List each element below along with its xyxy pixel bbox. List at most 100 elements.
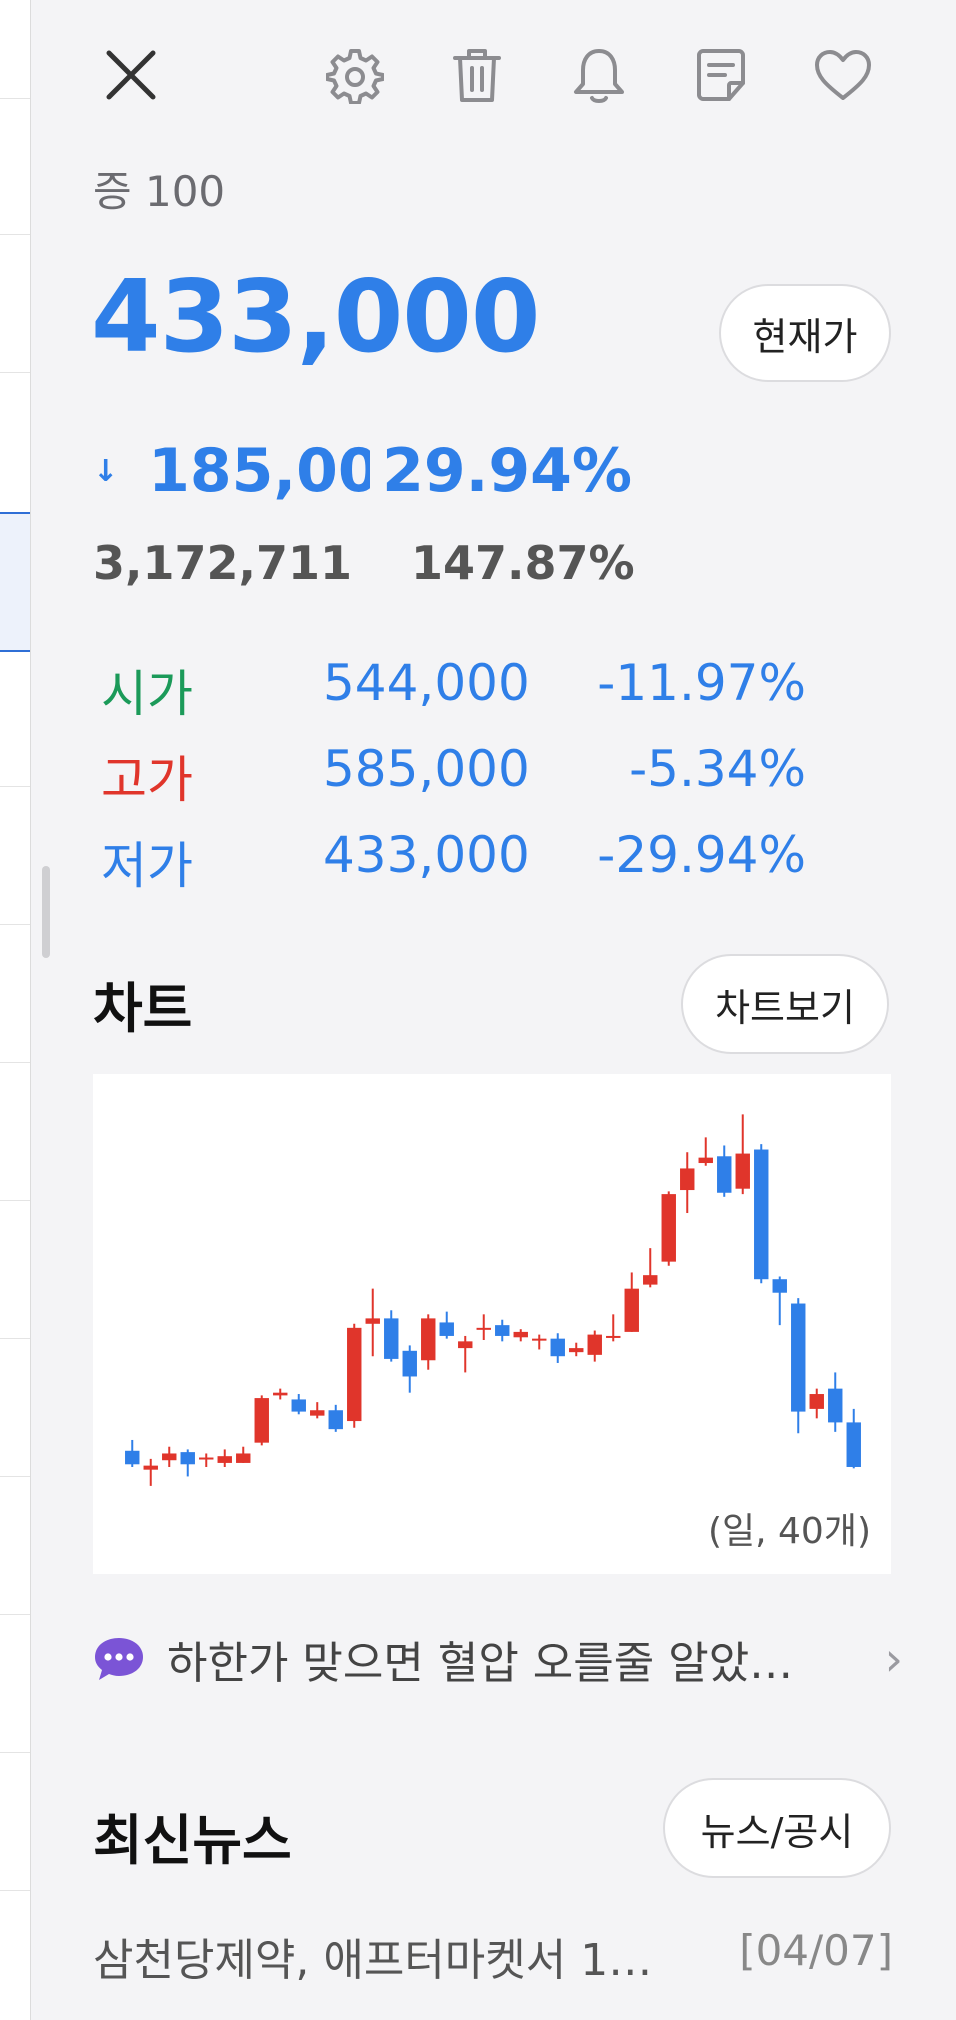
candle xyxy=(735,1114,750,1195)
high-percent: -5.34% xyxy=(629,740,806,798)
candle-body xyxy=(458,1341,473,1349)
candle-body xyxy=(384,1318,399,1359)
chat-bubble-icon xyxy=(95,1638,143,1680)
candle xyxy=(199,1453,214,1467)
candle xyxy=(180,1449,195,1477)
bell-icon[interactable] xyxy=(564,40,634,110)
candle xyxy=(606,1314,621,1342)
high-price-row: 고가 585,000 -5.34% xyxy=(101,740,821,810)
candle-body xyxy=(643,1275,658,1285)
candle xyxy=(402,1345,417,1393)
current-price: 433,000 xyxy=(91,258,540,375)
news-disclosure-button[interactable]: 뉴스/공시 xyxy=(663,1778,891,1878)
candle-body xyxy=(513,1331,528,1338)
candle xyxy=(384,1310,399,1362)
volume-row: 3,172,711 147.87% xyxy=(93,536,635,590)
candle xyxy=(162,1446,177,1467)
candle-body xyxy=(199,1457,214,1460)
down-arrow-icon: ↓ xyxy=(93,453,119,489)
candle xyxy=(754,1144,769,1284)
candle xyxy=(698,1137,713,1166)
gear-icon[interactable] xyxy=(320,40,390,110)
news-item[interactable]: 삼천당제약, 애프터마켓서 1… [04/07] xyxy=(93,1924,893,1986)
candle xyxy=(143,1458,158,1486)
divider xyxy=(0,98,30,99)
candle xyxy=(717,1145,732,1197)
news-date: [04/07] xyxy=(739,1926,893,1975)
open-percent: -11.97% xyxy=(597,654,806,712)
candle xyxy=(828,1372,843,1432)
low-value: 433,000 xyxy=(323,826,530,884)
candle xyxy=(791,1298,806,1434)
stock-detail-panel: 증 100 433,000 현재가 ↓ 185,000 29.94% 3,172… xyxy=(33,0,956,2020)
candle-body xyxy=(236,1453,251,1463)
candle-body xyxy=(587,1334,602,1355)
candle-body xyxy=(624,1288,639,1332)
candle-body xyxy=(273,1392,288,1396)
community-comment-row[interactable]: 하한가 맞으면 혈압 오를줄 알았… › xyxy=(93,1624,923,1694)
low-price-row: 저가 433,000 -29.94% xyxy=(101,826,821,896)
chart-section-title: 차트 xyxy=(93,977,193,1040)
scrollbar[interactable] xyxy=(42,866,50,958)
current-price-button[interactable]: 현재가 xyxy=(719,284,891,382)
candle-body xyxy=(328,1410,343,1430)
candle xyxy=(125,1439,140,1467)
low-percent: -29.94% xyxy=(597,826,806,884)
divider xyxy=(0,1614,30,1615)
volume-ratio: 147.87% xyxy=(411,536,635,590)
latest-news-title: 최신뉴스 xyxy=(93,1809,292,1872)
candle-body xyxy=(717,1156,732,1193)
candle xyxy=(809,1388,824,1419)
candle-body xyxy=(310,1410,325,1416)
candle-body xyxy=(291,1399,306,1412)
chevron-right-icon: › xyxy=(884,1632,903,1686)
candle xyxy=(310,1402,325,1419)
divider xyxy=(0,786,30,787)
candle xyxy=(236,1446,251,1463)
candle-body xyxy=(828,1388,843,1423)
candle xyxy=(217,1449,232,1467)
candle xyxy=(439,1311,454,1339)
close-icon[interactable] xyxy=(96,40,166,110)
candle-body xyxy=(791,1303,806,1412)
candle xyxy=(587,1330,602,1362)
candle-body xyxy=(809,1394,824,1409)
heart-icon[interactable] xyxy=(808,40,878,110)
candle-body xyxy=(217,1456,232,1463)
divider xyxy=(0,1476,30,1477)
change-percent: 29.94% xyxy=(382,436,633,506)
open-label: 시가 xyxy=(101,665,193,723)
comment-text: 하한가 맞으면 혈압 오를줄 알았… xyxy=(167,1638,794,1689)
candle-body xyxy=(180,1452,195,1465)
candle-body xyxy=(365,1318,380,1324)
candle-body xyxy=(569,1348,584,1353)
low-label: 저가 xyxy=(101,837,193,895)
candle-body xyxy=(680,1168,695,1191)
memo-icon[interactable] xyxy=(686,40,756,110)
candle xyxy=(772,1276,787,1326)
candle-body xyxy=(550,1338,565,1357)
candle xyxy=(291,1394,306,1415)
candle xyxy=(661,1191,676,1266)
candle-body xyxy=(846,1422,861,1467)
candle-body xyxy=(254,1398,269,1443)
open-price-row: 시가 544,000 -11.97% xyxy=(101,654,821,724)
trash-icon[interactable] xyxy=(442,40,512,110)
candle-body xyxy=(754,1149,769,1280)
candle xyxy=(495,1319,510,1342)
divider xyxy=(0,1752,30,1753)
candle-body xyxy=(532,1338,547,1341)
candle-body xyxy=(661,1194,676,1262)
view-chart-button[interactable]: 차트보기 xyxy=(681,954,889,1054)
selected-row-highlight xyxy=(0,512,30,652)
candle-body xyxy=(735,1153,750,1189)
chart-canvas xyxy=(125,1114,861,1486)
candle-body xyxy=(772,1279,787,1293)
candle xyxy=(550,1333,565,1363)
candlestick-chart[interactable]: (일, 40개) xyxy=(93,1074,891,1574)
candle-body xyxy=(606,1335,621,1338)
divider xyxy=(0,1890,30,1891)
candle-body xyxy=(143,1465,158,1470)
toolbar xyxy=(33,0,956,150)
candle xyxy=(476,1314,491,1340)
